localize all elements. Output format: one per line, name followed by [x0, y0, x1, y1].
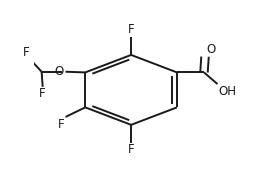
Text: O: O — [206, 43, 215, 56]
Text: F: F — [39, 88, 46, 101]
Text: F: F — [128, 143, 135, 156]
Text: OH: OH — [218, 85, 237, 98]
Text: F: F — [23, 46, 29, 59]
Text: O: O — [54, 65, 64, 78]
Text: F: F — [58, 118, 65, 131]
Text: F: F — [128, 23, 135, 36]
